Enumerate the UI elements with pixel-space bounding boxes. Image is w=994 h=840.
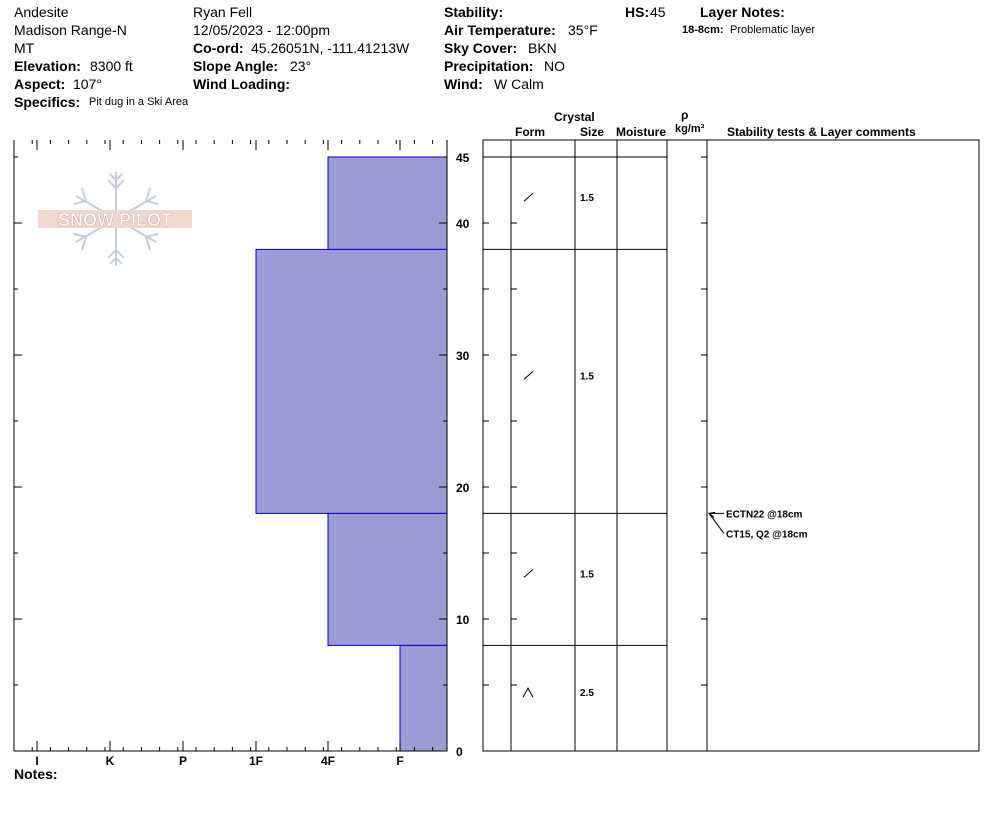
location-name: Andesite [14,4,69,20]
x-tick-label-K: K [106,754,115,768]
size-value-0: 1.5 [580,193,594,204]
state-name: MT [14,40,35,56]
layer-note-text: Problematic layer [730,24,815,36]
coord-label: Co-ord: [193,40,244,56]
wind-loading-label: Wind Loading: [193,76,291,92]
stability-label: Stability: [444,4,504,20]
crystal-header: Crystal [554,110,595,124]
stability-arrowhead-1 [707,511,716,518]
hs-label: HS: [625,4,650,20]
x-tick-label-I: I [35,754,38,768]
y-tick-label-10: 10 [456,613,470,627]
layer-notes-label: Layer Notes: [700,4,785,20]
x-tick-label-P: P [179,754,187,768]
y-tick-label-20: 20 [456,481,470,495]
y-tick-label-0: 0 [456,745,463,759]
specifics-label: Specifics: [14,94,81,110]
elevation-value: 8300 ft [90,58,133,74]
slope-angle-value: 23° [290,58,312,74]
stability-comments-header: Stability tests & Layer comments [727,125,916,139]
observer-name: Ryan Fell [193,4,253,20]
form-symbol-1 [523,371,534,380]
logo-text: SNOW PILOT [58,210,172,230]
precipitation-value: NO [544,58,565,74]
snowpilot-logo: SNOW PILOT [38,172,192,266]
form-symbol-3 [522,687,534,698]
stability-test-0: ECTN22 @18cm [726,509,803,520]
layer-table: 1.5 1.5 1.5 2.5 ECTN22 @18cm CT15, Q2 @18cm [482,139,980,752]
hardness-bar-3 [399,644,448,752]
sky-cover-label: Sky Cover: [444,40,518,56]
form-symbol-0 [523,192,534,202]
range-name: Madison Range-N [14,22,127,38]
slope-angle-label: Slope Angle: [193,58,279,74]
x-tick-label-1F: 1F [249,754,263,768]
hardness-bar-0 [327,156,448,250]
hardness-bar-1 [255,248,448,514]
specifics-value: Pit dug in a Ski Area [89,96,189,108]
y-tick-label-30: 30 [456,349,470,363]
x-tick-label-F: F [396,754,403,768]
x-tick-label-4F: 4F [321,754,335,768]
wind-value: W Calm [494,76,544,92]
air-temperature-label: Air Temperature: [444,22,556,38]
hardness-bar-2 [327,512,448,646]
stability-test-1: CT15, Q2 @18cm [726,529,808,540]
elevation-label: Elevation: [14,58,81,74]
y-tick-label-40: 40 [456,217,470,231]
size-value-1: 1.5 [580,371,594,382]
moisture-header: Moisture [616,125,667,139]
precipitation-label: Precipitation: [444,58,534,74]
notes-label: Notes: [14,766,58,782]
size-value-3: 2.5 [580,688,594,699]
density-symbol: ρ [681,108,689,122]
hardness-bars [255,156,448,752]
observation-datetime: 12/05/2023 - 12:00pm [193,22,330,38]
y-tick-label-45: 45 [456,151,470,165]
size-value-2: 1.5 [580,569,594,580]
table-border [482,139,980,752]
layer-note-depth: 18-8cm: [682,24,724,36]
coord-value: 45.26051N, -111.41213W [251,40,410,56]
density-unit: kg/m³ [675,123,705,135]
wind-label: Wind: [444,76,483,92]
air-temperature-value: 35°F [568,22,598,38]
aspect-value: 107° [73,76,102,92]
stability-arrow-1 [708,513,725,534]
chart-frame: I K P 1F 4F F 0 10 20 30 40 45 [13,140,470,768]
form-header: Form [515,125,545,139]
sky-cover-value: BKN [528,40,557,56]
aspect-label: Aspect: [14,76,66,92]
size-header: Size [580,125,605,139]
hs-value: 45 [650,4,666,20]
form-symbol-2 [523,569,534,578]
